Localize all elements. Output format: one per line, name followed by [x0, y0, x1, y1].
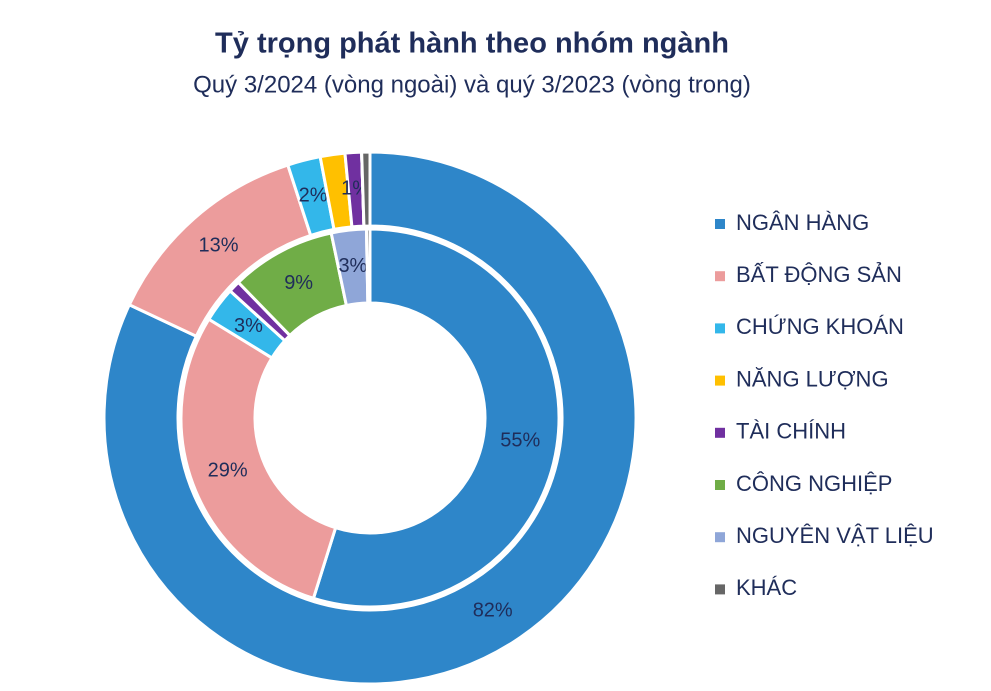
chart-subtitle: Quý 3/2024 (vòng ngoài) và quý 3/2023 (v…: [193, 71, 751, 98]
donut-slice: [311, 227, 561, 609]
legend-swatch: [715, 219, 725, 229]
legend-swatch: [715, 427, 725, 438]
legend-swatch: [715, 323, 725, 334]
legend-swatch: [715, 271, 725, 282]
data-label: 9%: [284, 272, 313, 294]
legend-swatch: [715, 584, 725, 595]
legend-label: NGUYÊN VẬT LIỆU: [736, 523, 934, 548]
data-label: 82%: [473, 600, 513, 622]
data-label: 13%: [199, 235, 239, 257]
legend-label: CÔNG NGHIỆP: [736, 471, 892, 496]
data-label: 29%: [208, 460, 248, 482]
data-label: 55%: [500, 429, 540, 451]
donut-slice: [364, 227, 372, 305]
legend-label: NĂNG LƯỢNG: [736, 366, 889, 391]
legend-label: CHỨNG KHOÁN: [736, 314, 904, 339]
data-label: 3%: [338, 255, 367, 277]
data-label: 3%: [234, 315, 263, 337]
legend-swatch: [715, 480, 725, 490]
legend-label: KHÁC: [736, 575, 797, 600]
data-label: 2%: [299, 184, 328, 206]
legend-swatch: [715, 375, 725, 386]
legend-swatch: [715, 532, 725, 543]
donut-slice: [360, 150, 372, 228]
legend-label: NGÂN HÀNG: [736, 210, 869, 235]
chart-title: Tỷ trọng phát hành theo nhóm ngành: [215, 28, 729, 60]
legend-label: TÀI CHÍNH: [736, 419, 846, 444]
legend-label: BẤT ĐỘNG SẢN: [736, 262, 902, 287]
donut-slice: [102, 150, 638, 686]
donut-slice: [179, 317, 338, 601]
